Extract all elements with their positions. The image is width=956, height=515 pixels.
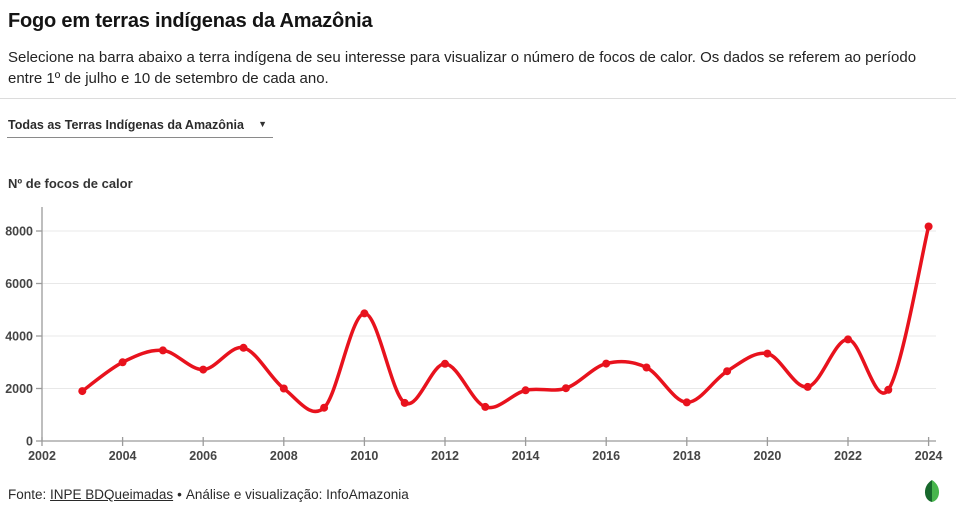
source-label: Fonte: [8,487,47,502]
x-tick-label: 2022 [834,449,862,463]
data-point [763,349,772,358]
x-tick-label: 2020 [753,449,781,463]
x-tick-label: 2024 [915,449,943,463]
data-point [441,359,449,368]
chevron-down-icon: ▼ [258,119,267,129]
data-point [642,363,651,372]
data-point [884,385,893,394]
x-tick-label: 2010 [350,449,378,463]
data-point [481,402,490,411]
x-tick-label: 2008 [270,449,298,463]
y-tick-label: 6000 [5,277,33,291]
page-subtitle: Selecione na barra abaixo a terra indíge… [8,49,917,87]
territory-dropdown[interactable]: Todas as Terras Indígenas da Amazônia ▼ [7,112,273,138]
x-tick-label: 2004 [109,449,137,463]
data-point [360,309,369,318]
x-tick-label: 2002 [28,449,56,463]
data-point [803,382,812,391]
page-title: Fogo em terras indígenas da Amazônia [8,10,373,32]
x-tick-label: 2012 [431,449,459,463]
data-point [239,343,248,352]
data-point [561,384,570,393]
data-point [924,222,933,231]
y-tick-label: 0 [26,435,33,449]
data-point [199,365,208,374]
data-point [723,367,732,376]
y-tick-label: 2000 [5,382,33,396]
y-axis-title: Nº de focos de calor [8,176,133,191]
footer-credit: Análise e visualização: InfoAmazonia [185,487,409,502]
data-point [602,359,611,368]
trend-line [80,224,931,414]
source-link[interactable]: INPE BDQueimadas [50,487,174,502]
footer: Fonte: INPE BDQueimadas • Análise e visual… [8,487,409,502]
data-point [158,346,167,355]
footer-separator: • [177,487,182,502]
chart-area: 0 2000 4000 6000 8000 2002 2004 2006 2008 2010 201… [0,193,956,473]
x-tick-label: 2018 [673,449,701,463]
fires-line-chart: 0 2000 4000 6000 8000 2002 2004 2006 2008 2010 201… [5,207,943,463]
y-tick-label: 8000 [5,225,33,239]
header-divider [0,98,956,99]
data-point [78,387,87,396]
data-point [682,398,691,407]
x-tick-label: 2016 [592,449,620,463]
data-point [844,335,852,344]
infoamazonia-leaf-logo[interactable] [922,479,942,503]
data-point [279,384,288,393]
territory-dropdown-value: Todas as Terras Indígenas da Amazônia [8,117,244,132]
x-tick-label: 2006 [189,449,217,463]
data-point [118,358,127,367]
data-point [320,403,329,412]
x-tick-label: 2014 [512,449,540,463]
y-tick-label: 4000 [5,330,33,344]
data-point [400,398,409,407]
data-point [521,386,530,395]
